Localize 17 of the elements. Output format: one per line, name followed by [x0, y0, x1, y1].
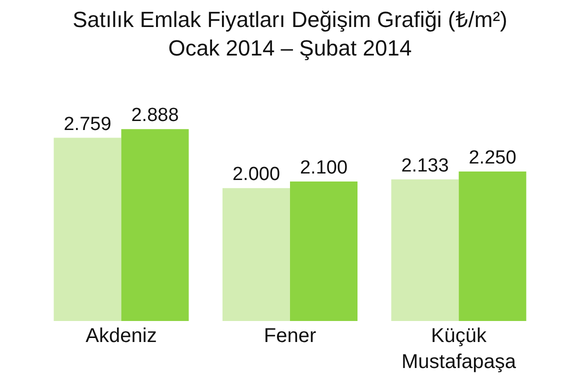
bar	[222, 188, 290, 321]
data-label: 2.133	[401, 155, 449, 176]
bar	[458, 172, 526, 321]
chart-subtitle: Ocak 2014 – Şubat 2014	[168, 36, 412, 61]
x-tick-label: Akdeniz	[86, 325, 157, 347]
chart-title: Satılık Emlak Fiyatları Değişim Grafiği (₺/m²)	[72, 6, 508, 32]
data-label: 2.759	[64, 114, 112, 135]
data-label: 2.250	[468, 148, 516, 169]
bar	[54, 138, 122, 321]
bar	[290, 182, 358, 321]
bar	[391, 179, 459, 321]
data-label: 2.888	[131, 105, 179, 126]
data-label: 2.100	[300, 158, 348, 179]
bar	[121, 129, 189, 321]
x-tick-label: Küçük Mustafapaşa	[401, 325, 517, 373]
data-label: 2.000	[232, 164, 280, 186]
x-tick-label: Fener	[264, 325, 316, 347]
